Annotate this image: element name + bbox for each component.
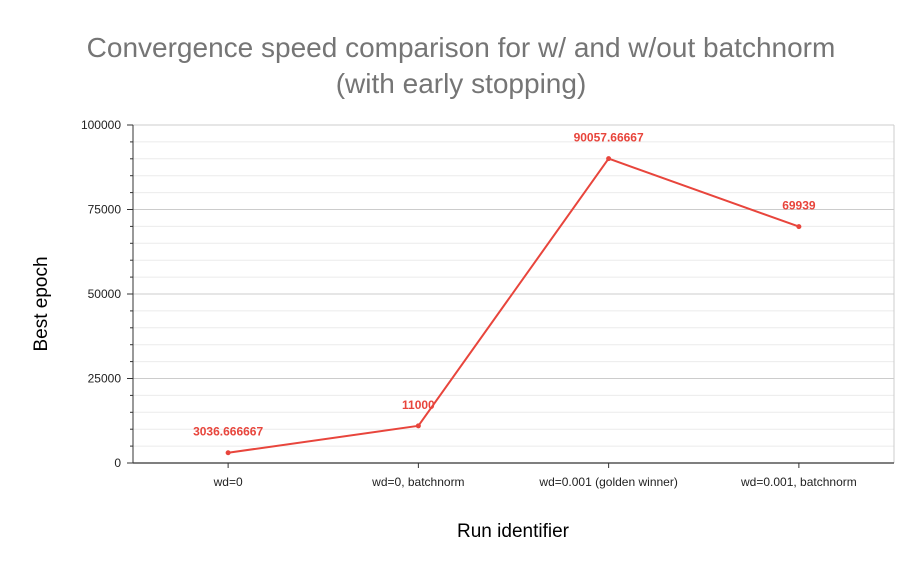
data-point (796, 224, 802, 230)
data-label: 90057.66667 (574, 131, 644, 145)
axes (132, 125, 895, 464)
x-tick-label: wd=0, batchnorm (371, 475, 464, 489)
x-axis-title: Run identifier (457, 521, 570, 542)
data-label: 3036.666667 (193, 425, 263, 439)
series-line (225, 156, 802, 456)
series-line-path (227, 157, 800, 454)
y-tick-label: 75000 (88, 203, 122, 217)
y-tick-label: 25000 (88, 372, 122, 386)
x-tick-label: wd=0.001, batchnorm (740, 475, 857, 489)
data-point (415, 423, 421, 429)
x-axis-ticks: wd=0 wd=0, batchnorm wd=0.001 (golden winn… (213, 463, 857, 489)
data-label: 11000 (402, 398, 435, 412)
y-axis-ticks: 0 25000 50000 75000 100000 (81, 118, 121, 470)
y-tick-label: 100000 (81, 118, 121, 132)
x-tick-label: wd=0.001 (golden winner) (538, 475, 677, 489)
y-tick-label: 0 (114, 456, 121, 470)
chart-title-line-1: Convergence speed comparison for w/ and … (87, 32, 836, 63)
data-label: 69939 (782, 199, 816, 213)
y-axis-title: Best epoch (31, 256, 52, 351)
data-point (225, 450, 231, 456)
x-tick-label: wd=0 (213, 475, 243, 489)
data-labels: 3036.666667 11000 90057.66667 69939 (193, 131, 816, 439)
y-tick-label: 50000 (88, 287, 122, 301)
chart-title-line-2: (with early stopping) (336, 68, 587, 99)
gridlines (127, 124, 894, 464)
data-point (606, 156, 612, 162)
